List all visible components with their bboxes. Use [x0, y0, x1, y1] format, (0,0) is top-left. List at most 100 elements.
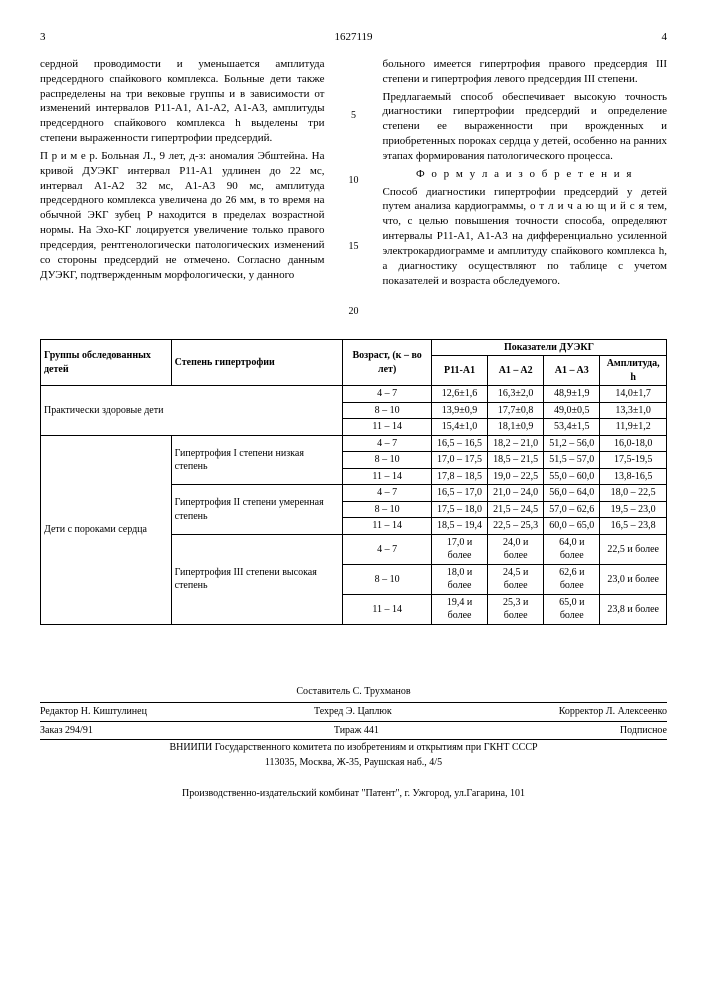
- table-cell: 17,8 – 18,5: [431, 468, 487, 485]
- table-cell: 17,5 – 18,0: [431, 501, 487, 518]
- th-age: Возраст, (к – во лет): [343, 339, 432, 386]
- table-cell: 4 – 7: [343, 435, 432, 452]
- table-cell: 17,0 – 17,5: [431, 452, 487, 469]
- table-cell: 22,5 и более: [600, 534, 667, 564]
- footer-line: Производственно-издательский комбинат "П…: [40, 787, 667, 801]
- table-cell: 11 – 14: [343, 518, 432, 535]
- left-column: сердной проводимости и уменьшается ампли…: [40, 57, 325, 319]
- text-columns: сердной проводимости и уменьшается ампли…: [40, 57, 667, 319]
- table-cell: 18,2 – 21,0: [488, 435, 544, 452]
- table-cell: 12,6±1,6: [431, 386, 487, 403]
- g2d2-label: Гипертрофия II степени умеренная степень: [171, 485, 343, 535]
- patent-number: 1627119: [334, 30, 372, 45]
- g1-label: Практически здоровые дети: [41, 386, 343, 436]
- ln-20: 20: [349, 305, 359, 319]
- page-num-left: 3: [40, 30, 46, 45]
- g2d3-label: Гипертрофия III степени высокая степень: [171, 534, 343, 624]
- table-cell: 19,5 – 23,0: [600, 501, 667, 518]
- data-table: Группы обследованных детей Степень гипер…: [40, 339, 667, 625]
- table-cell: 51,5 – 57,0: [544, 452, 600, 469]
- table-cell: 21,5 – 24,5: [488, 501, 544, 518]
- table-cell: 64,0 и более: [544, 534, 600, 564]
- editor: Редактор Н. Киштулинец: [40, 705, 147, 719]
- table-cell: 16,5 – 17,0: [431, 485, 487, 502]
- table-cell: 14,0±1,7: [600, 386, 667, 403]
- order-num: Заказ 294/91: [40, 724, 93, 738]
- table-cell: 11 – 14: [343, 468, 432, 485]
- corrector: Корректор Л. Алексеенко: [559, 705, 667, 719]
- table-cell: 65,0 и более: [544, 594, 600, 624]
- table-cell: 8 – 10: [343, 402, 432, 419]
- table-cell: 11 – 14: [343, 419, 432, 436]
- line-number-gutter: 5 10 15 20: [345, 57, 363, 319]
- table-cell: 55,0 – 60,0: [544, 468, 600, 485]
- table-cell: 22,5 – 25,3: [488, 518, 544, 535]
- techred: Техред Э. Цаплюк: [314, 705, 392, 719]
- table-cell: 11 – 14: [343, 594, 432, 624]
- table-cell: 4 – 7: [343, 534, 432, 564]
- table-cell: 57,0 – 62,6: [544, 501, 600, 518]
- table-cell: 19,0 – 22,5: [488, 468, 544, 485]
- table-cell: 48,9±1,9: [544, 386, 600, 403]
- imprint: Составитель С. Трухманов Редактор Н. Киш…: [40, 685, 667, 801]
- table-cell: 13,8-16,5: [600, 468, 667, 485]
- ln-15: 15: [349, 240, 359, 254]
- tirage: Тираж 441: [334, 724, 379, 738]
- table-cell: 16,0-18,0: [600, 435, 667, 452]
- table-cell: 24,5 и более: [488, 564, 544, 594]
- table-cell: 13,9±0,9: [431, 402, 487, 419]
- th-groups: Группы обследованных детей: [41, 339, 172, 386]
- table-cell: 8 – 10: [343, 564, 432, 594]
- table-cell: 18,5 – 19,4: [431, 518, 487, 535]
- table-cell: 23,8 и более: [600, 594, 667, 624]
- g2d1-label: Гипертрофия I степени низкая степень: [171, 435, 343, 485]
- page-header: 3 1627119 4: [40, 30, 667, 45]
- table-cell: 25,3 и более: [488, 594, 544, 624]
- left-p1: сердной проводимости и уменьшается ампли…: [40, 57, 325, 146]
- table-cell: 13,3±1,0: [600, 402, 667, 419]
- table-cell: 24,0 и более: [488, 534, 544, 564]
- ln-10: 10: [349, 174, 359, 188]
- th-c4: Амплитуда, h: [600, 356, 667, 386]
- th-c2: A1 – A2: [488, 356, 544, 386]
- th-c3: A1 – A3: [544, 356, 600, 386]
- table-cell: 8 – 10: [343, 501, 432, 518]
- page-num-right: 4: [662, 30, 668, 45]
- table-cell: 16,5 – 16,5: [431, 435, 487, 452]
- left-p2: П р и м е р. Больная Л., 9 лет, д-з: ано…: [40, 149, 325, 283]
- table-cell: 17,5-19,5: [600, 452, 667, 469]
- table-cell: 19,4 и более: [431, 594, 487, 624]
- formula-title: Ф о р м у л а и з о б р е т е н и я: [383, 167, 668, 182]
- table-cell: 17,0 и более: [431, 534, 487, 564]
- table-cell: 16,5 – 23,8: [600, 518, 667, 535]
- table-cell: 11,9±1,2: [600, 419, 667, 436]
- ln-5: 5: [351, 109, 356, 123]
- table-cell: 4 – 7: [343, 485, 432, 502]
- table-cell: 18,5 – 21,5: [488, 452, 544, 469]
- table-cell: 15,4±1,0: [431, 419, 487, 436]
- table-cell: 62,6 и более: [544, 564, 600, 594]
- table-cell: 18,1±0,9: [488, 419, 544, 436]
- th-degree: Степень гипертрофии: [171, 339, 343, 386]
- g2-label: Дети с пороками сердца: [41, 435, 172, 624]
- table-cell: 21,0 – 24,0: [488, 485, 544, 502]
- table-cell: 60,0 – 65,0: [544, 518, 600, 535]
- table-cell: 56,0 – 64,0: [544, 485, 600, 502]
- table-cell: 51,2 – 56,0: [544, 435, 600, 452]
- right-p3: Способ диагностики гипертрофии предсерди…: [383, 185, 668, 289]
- table-cell: 49,0±0,5: [544, 402, 600, 419]
- table-cell: 18,0 и более: [431, 564, 487, 594]
- right-p1: больного имеется гипертрофия правого пре…: [383, 57, 668, 87]
- right-column: больного имеется гипертрофия правого пре…: [383, 57, 668, 319]
- table-cell: 23,0 и более: [600, 564, 667, 594]
- table-cell: 17,7±0,8: [488, 402, 544, 419]
- subscription: Подписное: [620, 724, 667, 738]
- address: 113035, Москва, Ж-35, Раушская наб., 4/5: [40, 756, 667, 770]
- table-cell: 4 – 7: [343, 386, 432, 403]
- th-indicators: Показатели ДУЭКГ: [431, 339, 666, 356]
- right-p2: Предлагаемый способ обеспечивает высокую…: [383, 90, 668, 164]
- th-c1: P11-A1: [431, 356, 487, 386]
- org: ВНИИПИ Государственного комитета по изоб…: [40, 741, 667, 755]
- table-cell: 53,4±1,5: [544, 419, 600, 436]
- table-cell: 18,0 – 22,5: [600, 485, 667, 502]
